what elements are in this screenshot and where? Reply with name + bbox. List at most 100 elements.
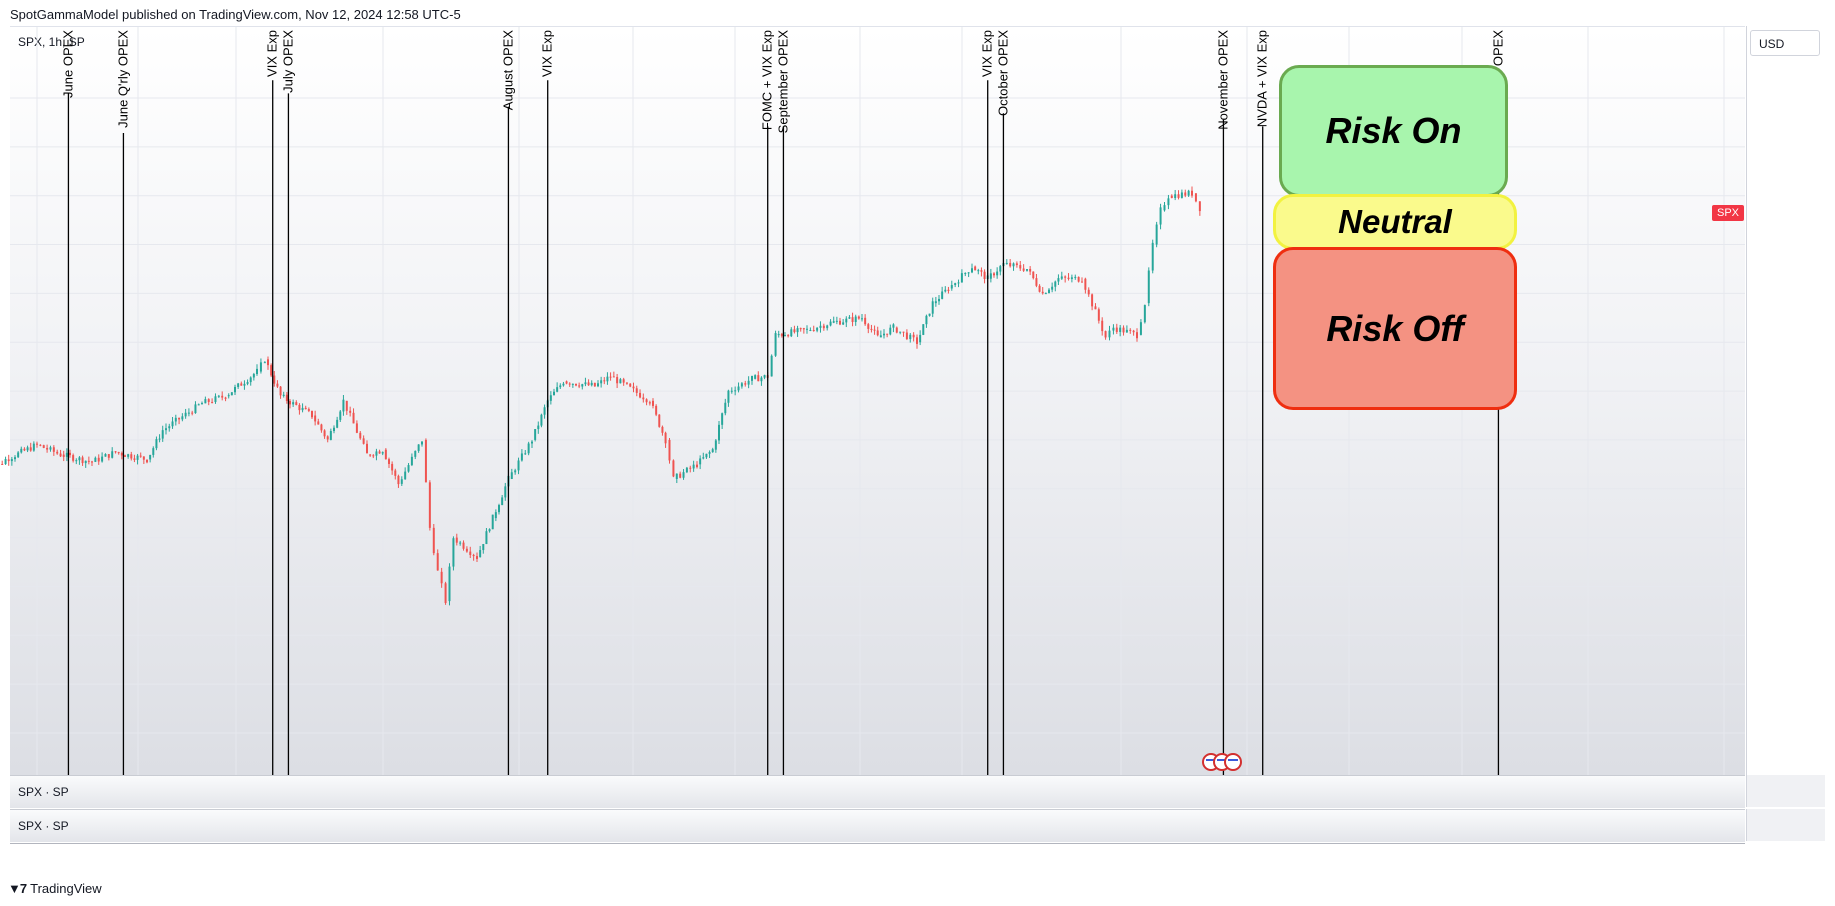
event-marker-label: VIX Exp <box>980 30 995 77</box>
candle-body <box>902 331 905 333</box>
candle-body <box>59 453 62 457</box>
risk-off-zone: Risk Off <box>1273 247 1517 410</box>
candle-body <box>879 335 882 338</box>
candle-body <box>372 455 375 457</box>
candle-body <box>404 471 407 480</box>
candle-body <box>87 460 90 462</box>
candle-body <box>635 388 638 393</box>
candle-body <box>705 453 708 458</box>
candle-body <box>734 390 737 392</box>
risk-on-zone: Risk On <box>1279 65 1508 197</box>
candle-body <box>270 365 273 376</box>
candle-body <box>1177 194 1180 198</box>
pane-label[interactable]: SPX · SP <box>18 819 69 833</box>
candle-body <box>39 444 42 446</box>
candle-body <box>568 383 571 385</box>
candle-body <box>139 455 142 457</box>
footer[interactable]: ▼7 TradingView <box>8 881 102 896</box>
pane-scale[interactable] <box>1746 809 1825 841</box>
candle-body <box>436 553 439 571</box>
candle-body <box>922 324 925 335</box>
candle-body <box>575 383 577 386</box>
indicator-pane-2[interactable]: SPX · SP <box>10 809 1745 842</box>
candle-body <box>609 376 612 378</box>
neutral-zone: Neutral <box>1273 194 1517 250</box>
candle-body <box>648 402 651 404</box>
candle-body <box>217 395 220 397</box>
candle-body <box>1136 332 1138 339</box>
candle-body <box>549 395 552 401</box>
candle-body <box>462 542 465 549</box>
candle-body <box>336 419 339 428</box>
candle-body <box>1015 263 1018 266</box>
candle-body <box>983 271 986 279</box>
candle-body <box>273 375 276 384</box>
candle-body <box>407 465 410 472</box>
candle-body <box>323 430 326 437</box>
candle-body <box>197 404 200 406</box>
pane-scale[interactable] <box>1746 775 1825 807</box>
candle-body <box>279 386 282 396</box>
candle-body <box>448 566 451 602</box>
candle-body <box>802 328 805 330</box>
candle-body <box>892 324 895 328</box>
candle-body <box>1081 281 1083 283</box>
candle-body <box>1029 268 1032 272</box>
tradingview-logo-icon[interactable]: ▼7 <box>8 881 27 896</box>
candle-body <box>597 383 599 387</box>
candle-body <box>664 432 667 444</box>
pane-label[interactable]: SPX · SP <box>18 785 69 799</box>
candle-body <box>1191 190 1193 196</box>
candle-body <box>724 402 727 414</box>
candle-body <box>740 383 743 387</box>
candle-body <box>696 464 698 468</box>
candle-body <box>899 331 902 333</box>
candle-body <box>967 272 970 274</box>
time-axis[interactable] <box>10 843 1745 871</box>
risk-off-label: Risk Off <box>1326 307 1464 349</box>
price-axis[interactable] <box>1746 26 1825 775</box>
candle-body <box>124 455 126 457</box>
candle-body <box>829 321 832 326</box>
candle-body <box>905 332 908 340</box>
candle-body <box>1064 276 1067 278</box>
candle-body <box>832 321 835 323</box>
candle-body <box>895 327 898 333</box>
candle-body <box>812 329 815 331</box>
candle-body <box>26 447 29 451</box>
currency-button[interactable]: USD <box>1750 30 1820 56</box>
candle-body <box>1174 194 1177 199</box>
candle-body <box>559 385 562 388</box>
candle-body <box>760 377 763 382</box>
candle-body <box>950 285 953 289</box>
candle-body <box>1074 276 1077 278</box>
candle-body <box>996 271 999 276</box>
candle-body <box>1147 270 1150 304</box>
candle-body <box>652 400 654 406</box>
candle-body <box>553 391 555 396</box>
candle-body <box>1044 293 1047 295</box>
candle-body <box>603 380 606 382</box>
candle-body <box>479 550 482 558</box>
candle-body <box>246 382 249 384</box>
event-marker-label: VIX Exp <box>540 30 555 77</box>
candle-body <box>571 383 574 385</box>
candle-body <box>826 325 829 329</box>
candle-body <box>1167 198 1170 206</box>
candle-body <box>256 368 258 375</box>
event-marker-label: July OPEX <box>280 30 295 93</box>
candle-body <box>562 383 565 386</box>
candle-body <box>708 452 711 454</box>
brand-name[interactable]: TradingView <box>30 881 102 896</box>
candle-body <box>211 401 214 403</box>
indicator-pane-1[interactable]: SPX · SP <box>10 775 1745 808</box>
candle-body <box>149 454 152 460</box>
candle-body <box>642 397 645 400</box>
candle-body <box>639 392 642 398</box>
candle-body <box>1084 278 1087 290</box>
candle-body <box>62 454 65 457</box>
symbol-legend[interactable]: SPX, 1h, SP <box>18 35 85 49</box>
candle-body <box>485 531 488 545</box>
candle-body <box>600 380 603 384</box>
